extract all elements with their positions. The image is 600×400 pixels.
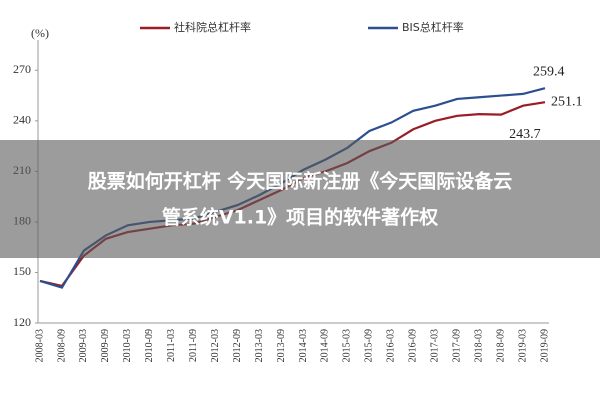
x-tick-label: 2014-09: [320, 329, 331, 362]
x-tick-label: 2013-09: [276, 329, 287, 362]
x-tick-label: 2011-03: [166, 329, 177, 362]
x-tick-label: 2018-03: [473, 329, 484, 362]
legend-label: 社科院总杠杆率: [174, 20, 251, 34]
x-tick-label: 2017-03: [430, 329, 441, 362]
x-tick-label: 2008-09: [56, 329, 67, 362]
data-label: 243.7: [509, 127, 540, 142]
x-tick-label: 2011-09: [188, 329, 199, 362]
y-tick-label: 120: [13, 315, 31, 329]
x-tick-label: 2012-09: [232, 329, 243, 362]
y-unit: (%): [31, 26, 49, 40]
x-tick-label: 2016-03: [386, 329, 397, 362]
x-tick-label: 2015-03: [342, 329, 353, 362]
y-tick-label: 240: [13, 113, 31, 127]
x-tick-label: 2009-09: [100, 329, 111, 362]
x-tick-label: 2012-03: [210, 329, 221, 362]
y-tick-label: 150: [13, 264, 31, 278]
y-tick-label: 270: [13, 62, 31, 76]
x-tick-label: 2010-09: [144, 329, 155, 362]
banner-bg: [0, 140, 600, 258]
data-label: 251.1: [551, 94, 583, 109]
x-tick-label: 2010-03: [122, 329, 133, 362]
x-tick-label: 2019-03: [517, 329, 528, 362]
x-tick-label: 2013-03: [254, 329, 265, 362]
x-tick-label: 2017-09: [451, 329, 462, 362]
x-tick-label: 2008-03: [34, 329, 45, 362]
x-tick-label: 2009-03: [78, 329, 89, 362]
x-tick-label: 2018-09: [495, 329, 506, 362]
x-tick-label: 2019-09: [539, 329, 550, 362]
x-tick-label: 2016-09: [408, 329, 419, 362]
x-tick-label: 2015-09: [364, 329, 375, 362]
banner-line: 管系统V1.1》项目的软件著作权: [162, 206, 438, 229]
x-tick-label: 2014-03: [298, 329, 309, 362]
data-label: 259.4: [533, 64, 565, 79]
banner-line: 股票如何开杠杆 今天国际新注册《今天国际设备云: [88, 170, 513, 193]
legend-label: BIS总杠杆率: [402, 20, 464, 34]
